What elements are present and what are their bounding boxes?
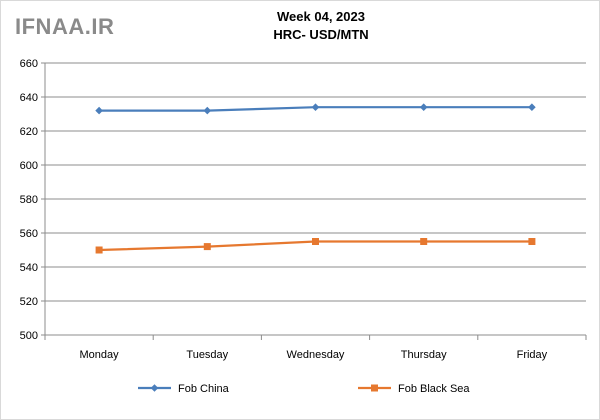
- data-point-fob-black-sea-thursday: [420, 238, 428, 245]
- data-point-fob-china-tuesday: [203, 106, 212, 115]
- series-fob-china: [95, 103, 536, 115]
- y-tick-label-520: 520: [20, 296, 38, 308]
- y-tick-label-660: 660: [20, 58, 38, 70]
- y-tick-label-560: 560: [20, 228, 38, 240]
- legend-label-fob-black-sea: Fob Black Sea: [398, 383, 470, 395]
- x-tick-label-monday: Monday: [80, 349, 120, 361]
- legend: Fob China Fob Black Sea: [138, 383, 470, 395]
- y-tick-label-600: 600: [20, 160, 38, 172]
- x-tick-label-friday: Friday: [517, 349, 548, 361]
- data-point-fob-black-sea-wednesday: [312, 238, 319, 245]
- data-point-fob-black-sea-tuesday: [203, 243, 211, 251]
- y-tick-label-500: 500: [20, 330, 38, 342]
- data-point-fob-china-thursday: [419, 103, 428, 111]
- legend-marker-fob-china: [150, 384, 159, 392]
- x-tick-label-wednesday: Wednesday: [287, 349, 345, 361]
- x-tick-label-thursday: Thursday: [401, 349, 447, 361]
- axes: 500 520 540 560 580 600 620 640 660 Monday Tuesday…: [20, 58, 587, 361]
- series-layer: [95, 103, 536, 254]
- y-tick-label-580: 580: [20, 194, 38, 206]
- y-tick-label-620: 620: [20, 126, 38, 138]
- x-tick-label-tuesday: Tuesday: [186, 349, 228, 361]
- y-tick-label-540: 540: [20, 262, 38, 274]
- y-tick-label-640: 640: [20, 92, 38, 104]
- series-fob-black-sea: [95, 238, 536, 254]
- gridlines: [45, 62, 586, 336]
- chart-subtitle: HRC- USD/MTN: [273, 27, 368, 42]
- legend-item-fob-china: Fob China: [138, 383, 230, 395]
- legend-label-fob-china: Fob China: [178, 383, 230, 395]
- data-point-fob-black-sea-friday: [528, 238, 536, 245]
- data-point-fob-china-friday: [528, 103, 536, 111]
- data-point-fob-china-monday: [95, 106, 103, 115]
- legend-marker-fob-black-sea: [371, 384, 378, 392]
- legend-item-fob-black-sea: Fob Black Sea: [358, 383, 470, 395]
- data-point-fob-china-wednesday: [311, 103, 320, 111]
- data-point-fob-black-sea-monday: [95, 246, 103, 254]
- chart-title: Week 04, 2023: [277, 9, 365, 24]
- watermark-logo: IFNAA.IR: [15, 14, 114, 39]
